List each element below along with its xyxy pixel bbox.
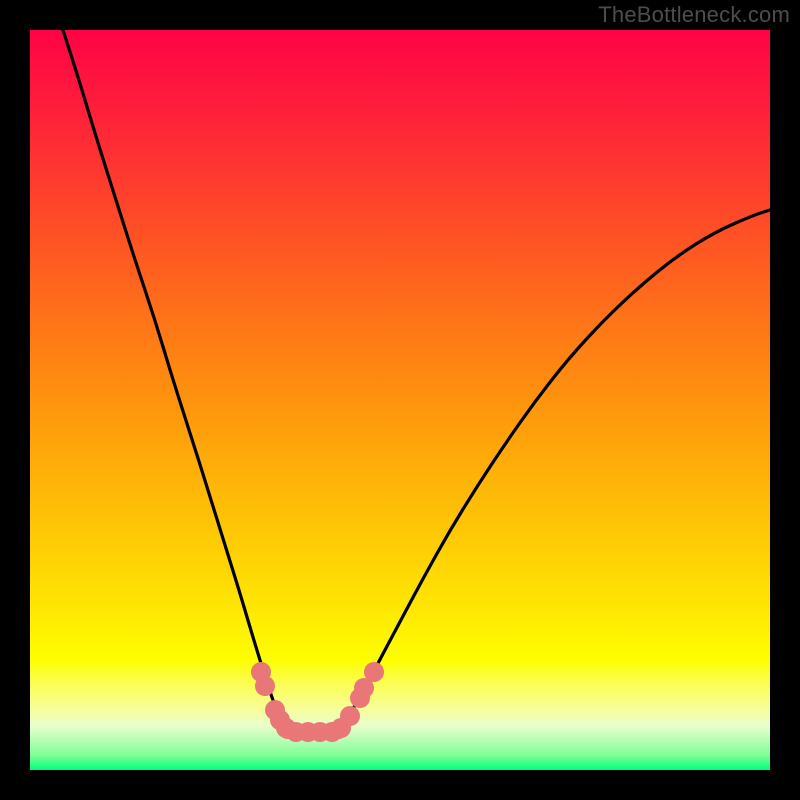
plot-background (30, 30, 770, 770)
chart-svg (0, 0, 800, 800)
valley-dot (255, 676, 275, 696)
valley-dot (340, 706, 360, 726)
watermark-text: TheBottleneck.com (598, 2, 790, 28)
figure-root: TheBottleneck.com (0, 0, 800, 800)
valley-dot (364, 662, 384, 682)
